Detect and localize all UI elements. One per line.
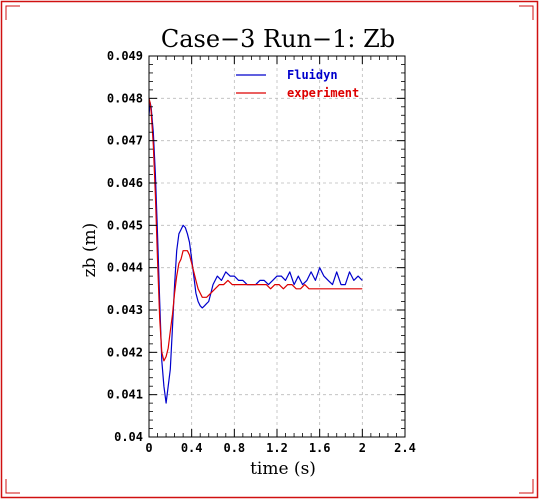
grid-lines	[149, 56, 405, 437]
x-tick-label: 2.4	[394, 441, 416, 455]
series-line-experiment	[148, 98, 363, 362]
y-tick-label: 0.044	[107, 261, 143, 275]
chart-title: Case−3 Run−1: Zb	[161, 25, 395, 53]
frame-corner-3	[519, 479, 534, 494]
frame-corner-0	[5, 5, 20, 20]
y-tick-label: 0.045	[107, 218, 143, 232]
x-tick-label: 1.6	[309, 441, 331, 455]
legend-label-experiment: experiment	[287, 86, 359, 100]
y-tick-labels: 0.04 0.041 0.042 0.043 0.044 0.045 0.046 0.047 0…	[107, 49, 143, 444]
x-axis-label: time (s)	[250, 459, 316, 479]
x-tick-label: 0.8	[223, 441, 245, 455]
series-line-fluidyn	[148, 101, 363, 404]
plot-border	[148, 55, 406, 438]
y-tick-label: 0.04	[114, 430, 143, 444]
y-tick-label: 0.041	[107, 388, 143, 402]
y-tick-label: 0.046	[107, 176, 143, 190]
y-tick-label: 0.048	[107, 91, 143, 105]
axes	[148, 55, 406, 438]
y-tick-label: 0.049	[107, 49, 143, 63]
legend-label-fluidyn: Fluidyn	[287, 68, 338, 82]
legend: Fluidyn experiment	[236, 68, 359, 100]
x-tick-label: 2	[359, 441, 366, 455]
y-tick-label: 0.047	[107, 134, 143, 148]
plot-series	[148, 98, 363, 404]
frame-corner-1	[519, 5, 534, 20]
x-tick-label: 0.4	[181, 441, 203, 455]
frame-corner-2	[5, 479, 20, 494]
y-tick-label: 0.042	[107, 345, 143, 359]
y-tick-label: 0.043	[107, 303, 143, 317]
y-axis-label: zb (m)	[80, 223, 100, 278]
x-tick-label: 1.2	[266, 441, 288, 455]
x-tick-label: 0	[145, 441, 152, 455]
x-tick-labels: 0 0.4 0.8 1.2 1.6 2 2.4	[145, 441, 415, 455]
